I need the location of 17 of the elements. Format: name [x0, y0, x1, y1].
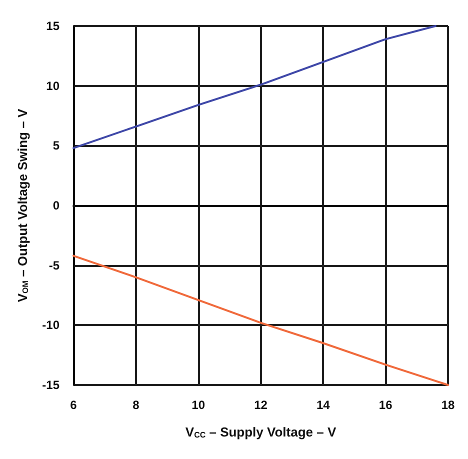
x-tick-label: 6	[70, 398, 78, 412]
x-tick-label: 18	[441, 398, 455, 412]
y-tick-label: 5	[52, 138, 60, 153]
x-tick-label: 12	[254, 398, 268, 412]
y-tick-label: 0	[52, 198, 60, 212]
x-axis-title: VCC – Supply Voltage – V	[185, 424, 336, 440]
y-tick-label: 10	[46, 78, 60, 93]
y-tick-label: 15	[46, 19, 60, 33]
x-tick-label: 8	[132, 398, 140, 412]
y-tick-label: -15	[42, 378, 60, 392]
x-tick-label: 10	[192, 398, 206, 412]
x-tick-label: 14	[316, 398, 330, 412]
x-tick-label: 16	[378, 398, 393, 412]
y-tick-label: -5	[48, 258, 60, 272]
y-axis-title: VOM – Output Voltage Swing – V	[15, 108, 30, 302]
y-tick-label: -10	[42, 318, 60, 332]
line-series	[72, 25, 437, 150]
